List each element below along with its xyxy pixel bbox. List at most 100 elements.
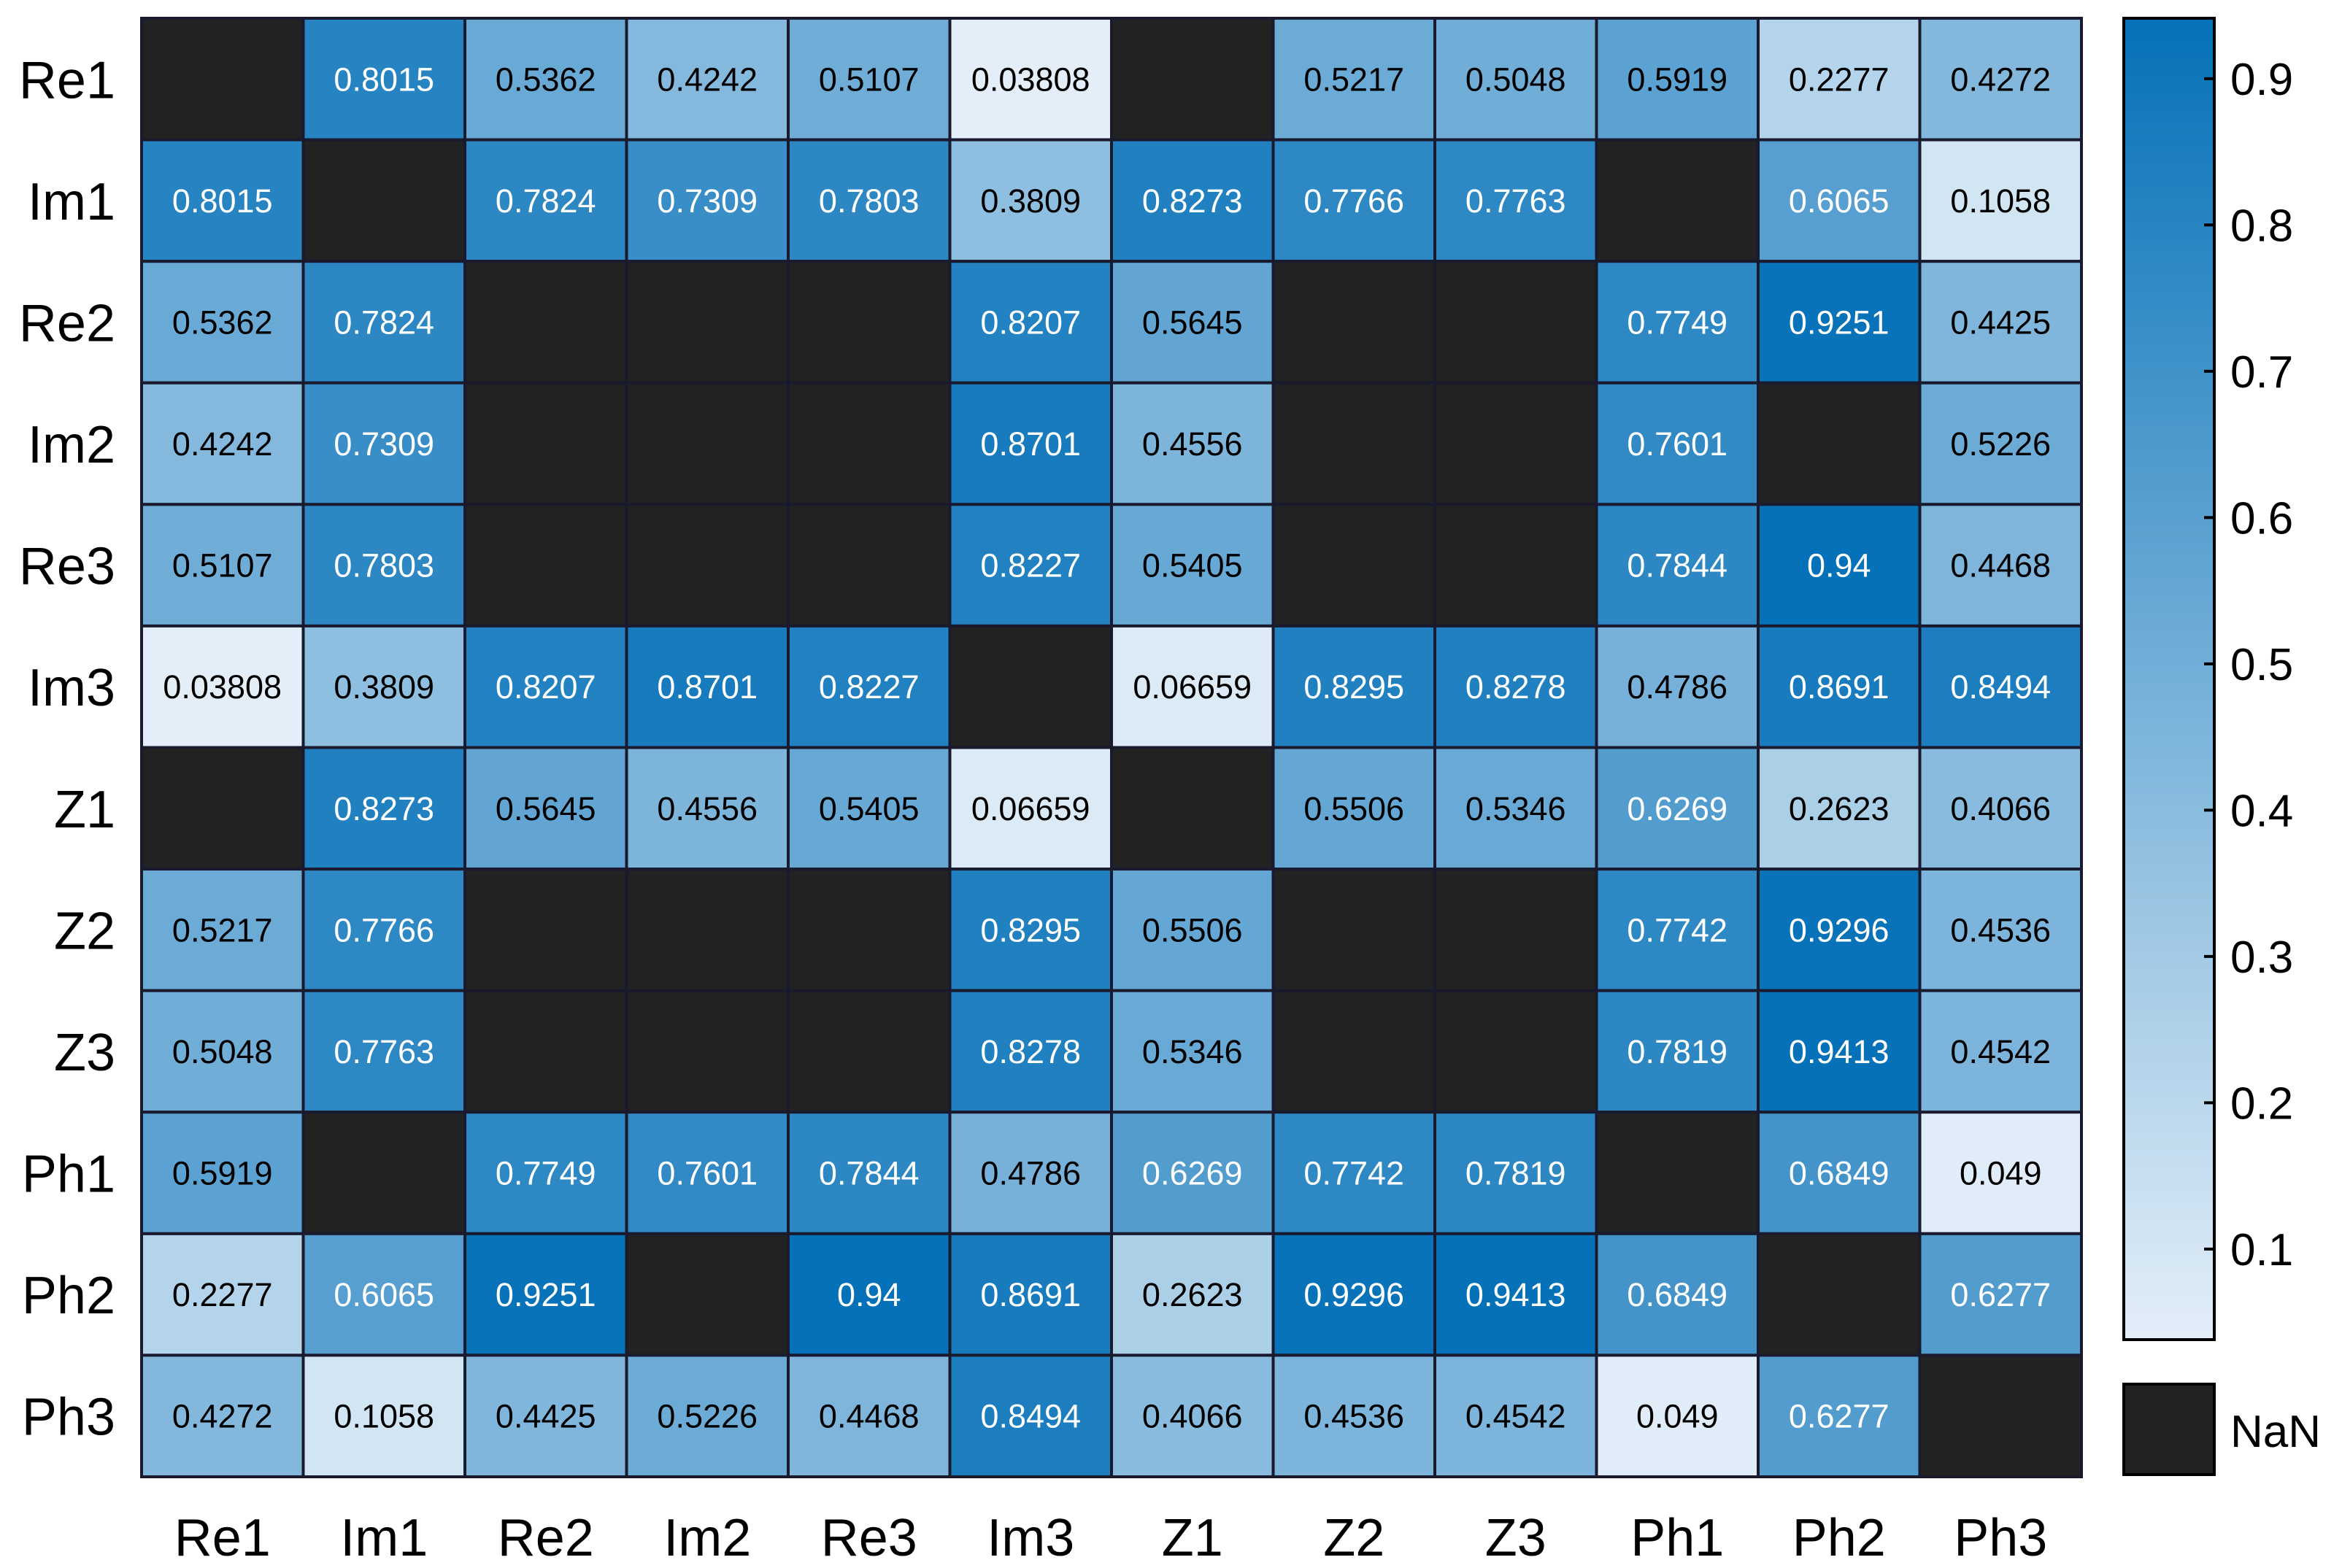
column-label: Z3 (1485, 1509, 1546, 1567)
column-label: Im2 (663, 1509, 751, 1567)
cell-value-label: 0.6269 (1142, 1155, 1243, 1192)
heatmap-cell (1110, 1232, 1275, 1357)
cell-value-label: 0.4536 (1303, 1398, 1404, 1435)
heatmap-cell (1918, 1111, 2083, 1235)
heatmap-cell (1271, 1353, 1436, 1478)
cell-value-label: 0.7844 (1627, 547, 1727, 584)
heatmap-cell-nan (1433, 381, 1598, 506)
heatmap-cell-nan (301, 138, 466, 263)
row-label: Ph2 (22, 1267, 115, 1325)
heatmap-cell-nan (1595, 1111, 1760, 1235)
cell-value-label: 0.4242 (172, 425, 273, 463)
heatmap-cell-nan (463, 260, 628, 385)
heatmap-cell-nan (301, 1111, 466, 1235)
nan-legend: NaN (2122, 1383, 2321, 1476)
heatmap-cell (301, 624, 466, 749)
heatmap-cell-nan (625, 503, 790, 627)
cell-value-label: 0.6269 (1627, 790, 1727, 827)
heatmap-cell (463, 1111, 628, 1235)
heatmap-cell (140, 989, 305, 1114)
heatmap-cell (140, 260, 305, 385)
cell-value-label: 0.9413 (1789, 1033, 1890, 1070)
heatmap-cell (1433, 1353, 1598, 1478)
heatmap-cell (1918, 1232, 2083, 1357)
heatmap-cell-nan (1433, 503, 1598, 627)
heatmap-cell-nan (625, 989, 790, 1114)
column-label: Z2 (1323, 1509, 1384, 1567)
cell-value-label: 0.5506 (1142, 911, 1243, 949)
colorbar-tick-label: 0.1 (2230, 1225, 2293, 1275)
heatmap-cell (1595, 17, 1760, 142)
heatmap-cell-nan (140, 746, 305, 871)
cell-value-label: 0.4556 (657, 790, 758, 827)
heatmap-cell-nan (1918, 1353, 2083, 1478)
heatmap-cell (787, 746, 952, 871)
cell-value-label: 0.7309 (334, 425, 434, 463)
cell-value-label: 0.7749 (1627, 304, 1727, 341)
cell-value-label: 0.5346 (1142, 1033, 1243, 1070)
heatmap-cell (1271, 138, 1436, 263)
colorbar-tick-label: 0.9 (2230, 55, 2293, 105)
heatmap-cell (463, 17, 628, 142)
cell-value-label: 0.4272 (1950, 61, 2051, 98)
cell-value-label: 0.5919 (1627, 61, 1727, 98)
cell-value-label: 0.9296 (1789, 911, 1890, 949)
heatmap-cell (463, 624, 628, 749)
heatmap-cell (463, 138, 628, 263)
heatmap-cell-nan (787, 989, 952, 1114)
cell-value-label: 0.3809 (980, 182, 1081, 220)
heatmap-cell-nan (787, 260, 952, 385)
cell-value-label: 0.6277 (1789, 1398, 1890, 1435)
heatmap-cell (463, 1232, 628, 1357)
cell-value-label: 0.7766 (334, 911, 434, 949)
heatmap-cell-nan (1271, 503, 1436, 627)
cell-value-label: 0.4272 (172, 1398, 273, 1435)
heatmap-cell-nan (1433, 989, 1598, 1114)
heatmap-cell (1110, 624, 1275, 749)
cell-value-label: 0.4542 (1950, 1033, 2051, 1070)
row-label: Ph3 (22, 1389, 115, 1447)
heatmap-cell (1918, 503, 2083, 627)
heatmap-cell (1595, 746, 1760, 871)
heatmap-cell (140, 1353, 305, 1478)
cell-value-label: 0.7844 (819, 1155, 920, 1192)
heatmap-cell-nan (787, 503, 952, 627)
heatmap-cell (625, 1111, 790, 1235)
heatmap-cell-nan (1757, 381, 1922, 506)
heatmap-cell (301, 17, 466, 142)
colorbar: 0.1 0.2 0.3 0.4 0.5 0.6 0.7 0.8 0.9 (2122, 17, 2293, 1341)
heatmap-cell (1918, 260, 2083, 385)
cell-value-label: 0.6065 (334, 1276, 434, 1313)
heatmap-cell-nan (948, 624, 1113, 749)
cell-value-label: 0.4556 (1142, 425, 1243, 463)
row-labels: Re1 Im1 Re2 Im2 Re3 Im3 Z1 Z2 Z3 Ph1 Ph2 Ph3 (19, 51, 115, 1446)
cell-value-label: 0.8015 (172, 182, 273, 220)
heatmap-cell-nan (1271, 381, 1436, 506)
heatmap-cell (1271, 1111, 1436, 1235)
heatmap-cell-nan (1110, 17, 1275, 142)
cell-value-label: 0.9413 (1465, 1276, 1566, 1313)
cell-value-label: 0.6065 (1789, 182, 1890, 220)
colorbar-gradient (2122, 17, 2216, 1341)
cell-value-label: 0.4468 (819, 1398, 920, 1435)
colorbar-tick-label: 0.3 (2230, 932, 2293, 983)
cell-value-label: 0.2623 (1789, 790, 1890, 827)
cell-value-label: 0.7742 (1627, 911, 1727, 949)
cell-value-label: 0.7803 (334, 547, 434, 584)
column-label: Ph2 (1792, 1509, 1886, 1567)
heatmap-cell (1757, 624, 1922, 749)
heatmap-cell (625, 1353, 790, 1478)
heatmap-cell (301, 1353, 466, 1478)
cell-value-label: 0.7763 (334, 1033, 434, 1070)
cell-value-label: 0.5107 (172, 547, 273, 584)
heatmap-cell-nan (463, 989, 628, 1114)
cell-value-label: 0.1058 (334, 1398, 434, 1435)
cell-value-label: 0.7824 (334, 304, 434, 341)
cell-value-label: 0.7803 (819, 182, 920, 220)
cell-value-label: 0.4242 (657, 61, 758, 98)
cell-value-label: 0.8207 (980, 304, 1081, 341)
heatmap-cell (1918, 624, 2083, 749)
heatmap-cell (1433, 1111, 1598, 1235)
heatmap-cell (1110, 1353, 1275, 1478)
cell-value-label: 0.5645 (1142, 304, 1243, 341)
